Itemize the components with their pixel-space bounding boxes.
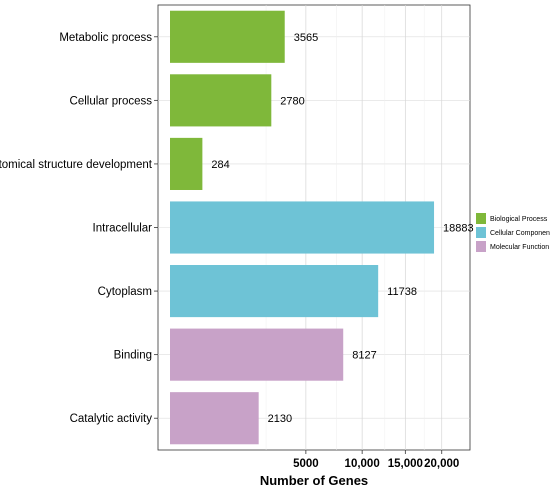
category-labels: Metabolic process Cellular process Anatomi… (0, 32, 158, 425)
legend-swatch-cellular-component (476, 227, 486, 238)
category-label-intracellular: Intracellular (93, 223, 153, 235)
value-label-intracellular: 18883 (443, 223, 474, 235)
value-label-cellular-process: 2780 (280, 95, 304, 107)
category-label-metabolic-process: Metabolic process (59, 32, 152, 44)
x-tick-label: 15,000 (388, 458, 423, 470)
x-tick-label: 5000 (293, 458, 319, 470)
bar-anatomical-structure-development (170, 137, 203, 190)
x-tick-label: 10,000 (345, 458, 380, 470)
category-label-catalytic-activity: Catalytic activity (70, 413, 153, 425)
bar-cellular-process (170, 74, 272, 127)
bar-intracellular (170, 201, 435, 254)
category-label-binding: Binding (114, 350, 152, 362)
category-label-cellular-process: Cellular process (70, 95, 153, 107)
value-label-anatomical-structure-development: 284 (211, 159, 229, 171)
legend: Biological Process Cellular Component Mole… (476, 213, 550, 252)
bar-binding (170, 328, 344, 381)
value-label-binding: 8127 (352, 350, 376, 362)
bar-cytoplasm (170, 265, 379, 318)
category-label-anatomical-structure-development: Anatomical structure development (0, 159, 153, 171)
x-tick-label: 20,000 (424, 458, 459, 470)
legend-label-biological-process: Biological Process (490, 216, 548, 223)
x-axis-ticks: 5000 10,000 15,000 20,000 (293, 450, 459, 470)
value-label-cytoplasm: 11738 (387, 286, 417, 298)
x-axis-title: Number of Genes (260, 473, 368, 488)
bar-metabolic-process (170, 10, 285, 63)
legend-label-molecular-function: Molecular Function (490, 244, 549, 251)
bar-catalytic-activity (170, 392, 259, 445)
value-label-metabolic-process: 3565 (294, 32, 318, 44)
bars (170, 10, 435, 445)
value-labels: 3565 2780 284 18883 11738 8127 2130 (211, 32, 473, 425)
category-label-cytoplasm: Cytoplasm (98, 286, 152, 298)
value-label-catalytic-activity: 2130 (268, 413, 292, 425)
legend-label-cellular-component: Cellular Component (490, 230, 550, 237)
legend-swatch-molecular-function (476, 241, 486, 252)
legend-swatch-biological-process (476, 213, 486, 224)
